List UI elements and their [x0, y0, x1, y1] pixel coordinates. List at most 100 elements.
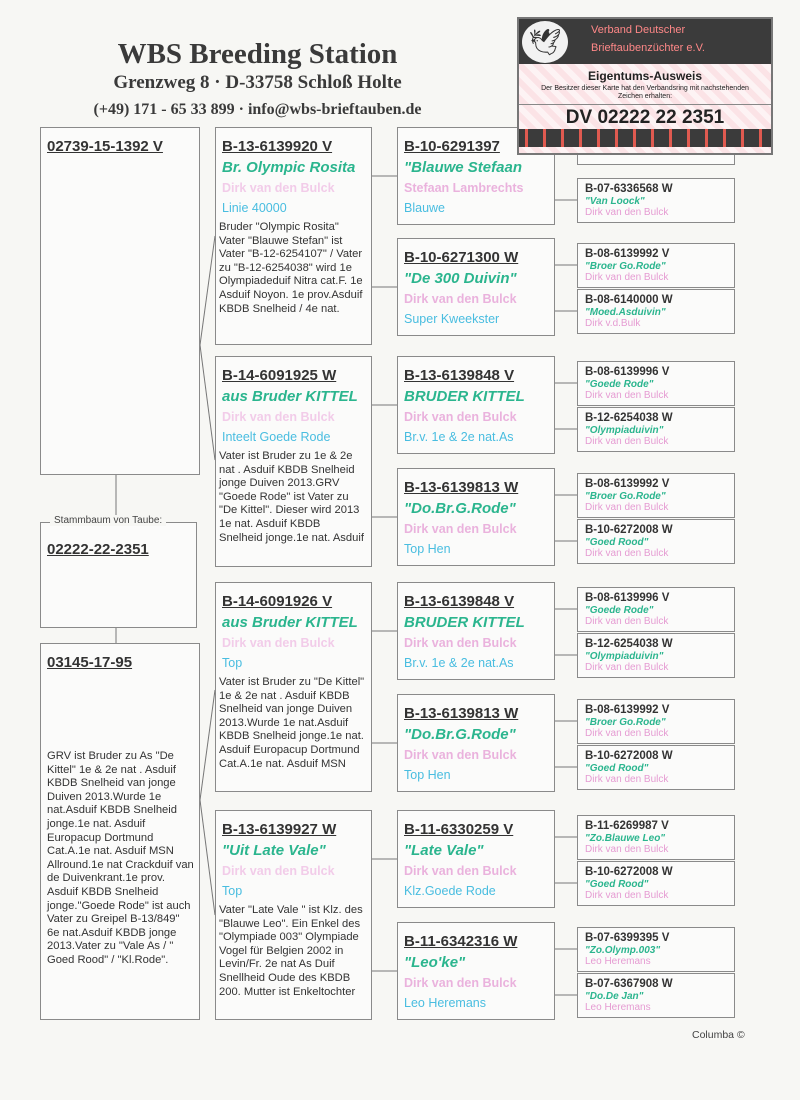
- grandparent-box-owner: Dirk van den Bulck: [222, 181, 335, 195]
- ancestor-box-ring: B-08-6139996 V: [585, 592, 670, 604]
- grandparent-box-owner: Dirk van den Bulck: [222, 636, 335, 650]
- ancestor-box: B-11-6269987 V "Zo.Blauwe Leo" Dirk van de…: [577, 815, 735, 860]
- ancestor-box-owner: Dirk van den Bulck: [585, 272, 669, 283]
- grandparent-box-name: Br. Olympic Rosita: [222, 159, 356, 176]
- ancestor-box-name: "Moed.Asduivin": [585, 307, 666, 318]
- great-grandparent-box-name: "De 300 Duivin": [404, 270, 517, 287]
- ancestor-box-name: "Broer Go.Rode": [585, 717, 666, 728]
- grandparent-box-line: Top: [222, 884, 243, 898]
- ancestor-box-name: "Goed Rood": [585, 537, 649, 548]
- ancestor-box-name: "Zo.Olymp.003": [585, 945, 661, 956]
- ancestor-box-owner: Leo Heremans: [585, 1002, 651, 1013]
- ancestor-box-ring: B-08-6140000 W: [585, 294, 673, 306]
- great-grandparent-box-name: "Do.Br.G.Rode": [404, 726, 516, 743]
- ancestor-box-owner: Dirk v.d.Bulk: [585, 318, 641, 329]
- great-grandparent-box: B-13-6139848 V BRUDER KITTEL Dirk van den …: [397, 356, 555, 454]
- breeder-title: WBS Breeding Station: [117, 38, 398, 70]
- mother-ring: 03145-17-95: [47, 654, 133, 671]
- ancestor-box-owner: Dirk van den Bulck: [585, 207, 669, 218]
- grandparent-box-note: Vater "Late Vale " ist Klz. des "Blauwe …: [219, 904, 363, 998]
- great-grandparent-box-owner: Dirk van den Bulck: [404, 864, 517, 878]
- great-grandparent-box-ring: B-11-6342316 W: [404, 933, 518, 950]
- mother-box: 03145-17-95 GRV ist Bruder zu As "De Kit…: [40, 643, 200, 1020]
- great-grandparent-box-name: "Late Vale": [404, 842, 484, 859]
- ancestor-box-owner: Dirk van den Bulck: [585, 890, 669, 901]
- ancestor-box-owner: Dirk van den Bulck: [585, 774, 669, 785]
- ancestor-box-name: "Broer Go.Rode": [585, 491, 666, 502]
- great-grandparent-box-line: Super Kweekster: [404, 312, 500, 326]
- ancestor-box-owner: Dirk van den Bulck: [585, 616, 669, 627]
- great-grandparent-box-ring: B-13-6139813 W: [404, 479, 519, 496]
- great-grandparent-box-ring: B-13-6139848 V: [404, 367, 515, 384]
- footer-credit: Columba ©: [692, 1029, 745, 1041]
- ancestor-box-ring: B-12-6254038 W: [585, 638, 673, 650]
- ancestor-box-name: "Olympiaduivin": [585, 651, 664, 662]
- great-grandparent-box: B-13-6139813 W "Do.Br.G.Rode" Dirk van den…: [397, 694, 555, 792]
- mother-note: GRV ist Bruder zu As "De Kittel" 1e & 2e…: [47, 750, 194, 966]
- connector-line: [199, 689, 216, 801]
- breeder-address: Grenzweg 8 · D-33758 Schloß Holte: [113, 72, 402, 93]
- grandparent-box-ring: B-13-6139927 W: [222, 821, 337, 838]
- subject-ring: 02222-22-2351: [47, 541, 149, 558]
- ancestor-box-ring: B-07-6336568 W: [585, 183, 673, 195]
- ancestor-box-ring: B-08-6139992 V: [585, 478, 670, 490]
- ancestor-box-owner: Leo Heremans: [585, 956, 651, 967]
- great-grandparent-box-line: Blauwe: [404, 201, 445, 215]
- grandparent-box-name: "Uit Late Vale": [222, 842, 326, 859]
- great-grandparent-box-owner: Dirk van den Bulck: [404, 292, 517, 306]
- ancestor-box: B-08-6139992 V "Broer Go.Rode" Dirk van de…: [577, 473, 735, 518]
- grandparent-box-ring: B-14-6091925 W: [222, 367, 337, 384]
- card-org-line2: Brieftaubenzüchter e.V.: [591, 42, 705, 54]
- great-grandparent-box-ring: B-13-6139848 V: [404, 593, 515, 610]
- ancestor-box: B-08-6140000 W "Moed.Asduivin" Dirk v.d.Bu…: [577, 289, 735, 334]
- grandparent-box-name: aus Bruder KITTEL: [222, 614, 358, 631]
- ancestor-box-name: "Goed Rood": [585, 879, 649, 890]
- ancestor-box: B-08-6139996 V "Goede Rode" Dirk van den B…: [577, 587, 735, 632]
- great-grandparent-box: B-10-6291397 "Blauwe Stefaan Stefaan Lambr…: [397, 127, 555, 225]
- ancestor-box-ring: B-10-6272008 W: [585, 866, 673, 878]
- ancestor-box: B-12-6254038 W "Olympiaduivin" Dirk van de…: [577, 633, 735, 678]
- ancestor-box-name: "Broer Go.Rode": [585, 261, 666, 272]
- ancestor-box-name: "Goede Rode": [585, 379, 654, 390]
- ancestor-box-ring: B-10-6272008 W: [585, 750, 673, 762]
- grandparent-box-line: Linie 40000: [222, 201, 287, 215]
- ancestor-box-name: "Do.De Jan": [585, 991, 644, 1002]
- ancestor-box: B-07-6336568 W "Van Loock" Dirk van den Bu…: [577, 178, 735, 223]
- card-ring-number: DV 02222 22 2351: [519, 104, 771, 129]
- subject-label: Stammbaum von Taube:: [50, 515, 167, 526]
- great-grandparent-box-name: "Leo'ke": [404, 954, 466, 971]
- ancestor-box: B-12-6254038 W "Olympiaduivin" Dirk van de…: [577, 407, 735, 452]
- ancestor-box-name: "Goede Rode": [585, 605, 654, 616]
- connector-line: [199, 344, 216, 461]
- great-grandparent-box-ring: B-10-6271300 W: [404, 249, 519, 266]
- great-grandparent-box-owner: Dirk van den Bulck: [404, 410, 517, 424]
- dove-icon: 🕊: [522, 21, 568, 63]
- great-grandparent-box: B-10-6271300 W "De 300 Duivin" Dirk van de…: [397, 238, 555, 336]
- grandparent-box-note: Bruder "Olympic Rosita" Vater "Blauwe St…: [219, 221, 363, 315]
- card-title: Eigentums-Ausweis: [587, 69, 703, 83]
- ancestor-box: B-08-6139996 V "Goede Rode" Dirk van den B…: [577, 361, 735, 406]
- great-grandparent-box: B-13-6139848 V BRUDER KITTEL Dirk van den …: [397, 582, 555, 680]
- ancestor-box-ring: B-08-6139992 V: [585, 704, 670, 716]
- grandparent-box-ring: B-13-6139920 V: [222, 138, 333, 155]
- card-description: Der Besitzer dieser Karte hat den Verban…: [541, 85, 749, 100]
- grandparent-box-owner: Dirk van den Bulck: [222, 410, 335, 424]
- great-grandparent-box: B-11-6330259 V "Late Vale" Dirk van den Bu…: [397, 810, 555, 908]
- grandparent-box-line: Inteelt Goede Rode: [222, 430, 331, 444]
- ancestor-box-owner: Dirk van den Bulck: [585, 390, 669, 401]
- ancestor-box: B-07-6399395 V "Zo.Olymp.003" Leo Heremans: [577, 927, 735, 972]
- great-grandparent-box: B-11-6342316 W "Leo'ke" Dirk van den Bulck…: [397, 922, 555, 1020]
- ancestor-box-owner: Dirk van den Bulck: [585, 662, 669, 673]
- ancestor-box-ring: B-12-6254038 W: [585, 412, 673, 424]
- subject-box: 02222-22-2351: [40, 522, 197, 628]
- card-pattern: [519, 129, 771, 147]
- ancestor-box: B-10-6272008 W "Goed Rood" Dirk van den Bu…: [577, 861, 735, 906]
- great-grandparent-box-line: Top Hen: [404, 768, 451, 782]
- great-grandparent-box-owner: Dirk van den Bulck: [404, 636, 517, 650]
- ancestor-box-ring: B-11-6269987 V: [585, 820, 669, 832]
- ancestor-box-owner: Dirk van den Bulck: [585, 436, 669, 447]
- great-grandparent-box-owner: Dirk van den Bulck: [404, 976, 517, 990]
- breeder-contact: (+49) 171 - 65 33 899 · info@wbs-briefta…: [93, 101, 422, 118]
- great-grandparent-box-owner: Dirk van den Bulck: [404, 522, 517, 536]
